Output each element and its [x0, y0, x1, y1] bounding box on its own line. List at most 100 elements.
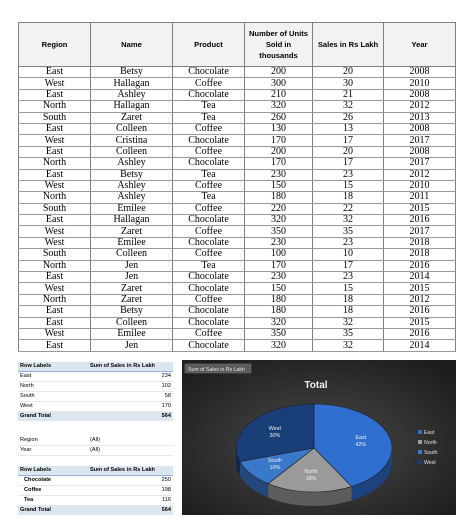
cell-region[interactable]: East [18, 305, 91, 318]
cell-name[interactable]: Hallagan [90, 214, 173, 227]
cell-sales[interactable]: 10 [312, 248, 384, 261]
cell-year[interactable]: 2018 [383, 248, 456, 261]
pivot-region-row-label[interactable]: South [18, 391, 88, 402]
cell-sales[interactable]: 32 [312, 100, 384, 113]
pivot-region-total-value[interactable]: 564 [88, 411, 173, 421]
pie-chart[interactable]: Sum of Sales in Rs Lakh Total East 42% Nor… [182, 360, 456, 515]
cell-units[interactable]: 260 [244, 112, 313, 124]
cell-year[interactable]: 2012 [383, 294, 456, 307]
cell-units[interactable]: 210 [244, 89, 313, 102]
cell-units[interactable]: 320 [244, 100, 313, 113]
cell-product[interactable]: Coffee [172, 294, 245, 307]
cell-sales[interactable]: 18 [312, 191, 384, 204]
cell-region[interactable]: South [18, 248, 91, 261]
cell-name[interactable]: Betsy [90, 305, 173, 318]
header-year[interactable]: Year [383, 22, 456, 67]
cell-sales[interactable]: 23 [312, 271, 384, 284]
filter-row-value[interactable]: (All) [88, 445, 173, 456]
cell-product[interactable]: Chocolate [172, 339, 245, 352]
pivot-product-row-label[interactable]: Coffee [18, 485, 88, 496]
cell-year[interactable]: 2016 [383, 305, 456, 318]
cell-product[interactable]: Chocolate [172, 237, 245, 250]
cell-year[interactable]: 2015 [383, 317, 456, 330]
cell-region[interactable]: West [18, 225, 91, 238]
cell-sales[interactable]: 20 [312, 146, 384, 159]
field-button[interactable] [184, 363, 252, 374]
pie-slice-west[interactable] [235, 403, 315, 462]
cell-sales[interactable]: 13 [312, 123, 384, 136]
cell-name[interactable]: Hallagan [90, 100, 173, 113]
cell-name[interactable]: Emilee [90, 237, 173, 250]
cell-region[interactable]: West [18, 282, 91, 295]
pie-slice-north[interactable] [267, 447, 353, 493]
cell-year[interactable]: 2010 [383, 180, 456, 193]
pivot-product-total-label[interactable]: Grand Total [18, 505, 88, 515]
cell-product[interactable]: Chocolate [172, 134, 245, 147]
cell-year[interactable]: 2008 [383, 66, 456, 79]
pivot-region-row-label[interactable]: West [18, 401, 88, 412]
pivot-product-total-value[interactable]: 564 [88, 505, 173, 515]
cell-sales[interactable]: 23 [312, 237, 384, 250]
pivot-product-row-labels[interactable]: Row Labels [18, 466, 88, 476]
cell-sales[interactable]: 30 [312, 77, 384, 90]
cell-units[interactable]: 300 [244, 77, 313, 90]
cell-sales[interactable]: 23 [312, 169, 384, 181]
filter-row-label[interactable]: Region [18, 436, 88, 446]
pivot-region-row-value[interactable]: 58 [88, 391, 173, 402]
cell-region[interactable]: North [18, 191, 91, 204]
cell-year[interactable]: 2013 [383, 112, 456, 124]
cell-sales[interactable]: 32 [312, 214, 384, 227]
cell-units[interactable]: 230 [244, 169, 313, 181]
cell-sales[interactable]: 15 [312, 180, 384, 193]
cell-product[interactable]: Coffee [172, 328, 245, 341]
cell-region[interactable]: West [18, 328, 91, 341]
cell-product[interactable]: Chocolate [172, 271, 245, 284]
cell-name[interactable]: Ashley [90, 191, 173, 204]
pivot-region-row-value[interactable]: 170 [88, 401, 173, 412]
cell-units[interactable]: 100 [244, 248, 313, 261]
cell-region[interactable]: West [18, 237, 91, 250]
cell-product[interactable]: Coffee [172, 225, 245, 238]
cell-year[interactable]: 2012 [383, 100, 456, 113]
cell-product[interactable]: Coffee [172, 180, 245, 193]
cell-sales[interactable]: 18 [312, 294, 384, 307]
cell-name[interactable]: Ashley [90, 157, 173, 170]
header-sales[interactable]: Sales in Rs Lakh [312, 22, 384, 67]
cell-sales[interactable]: 35 [312, 225, 384, 238]
cell-units[interactable]: 320 [244, 214, 313, 227]
pivot-region-row-labels[interactable]: Row Labels [18, 362, 88, 372]
cell-sales[interactable]: 17 [312, 134, 384, 147]
cell-product[interactable]: Tea [172, 260, 245, 273]
cell-product[interactable]: Chocolate [172, 66, 245, 79]
cell-units[interactable]: 350 [244, 225, 313, 238]
cell-product[interactable]: Chocolate [172, 305, 245, 318]
cell-product[interactable]: Chocolate [172, 157, 245, 170]
cell-region[interactable]: East [18, 146, 91, 159]
cell-name[interactable]: Colleen [90, 248, 173, 261]
header-units[interactable]: Number of Units Sold in thousands [244, 22, 313, 67]
cell-sales[interactable]: 32 [312, 317, 384, 330]
cell-name[interactable]: Jen [90, 339, 173, 352]
cell-product[interactable]: Coffee [172, 77, 245, 90]
cell-product[interactable]: Chocolate [172, 282, 245, 295]
cell-region[interactable]: East [18, 339, 91, 352]
cell-sales[interactable]: 22 [312, 203, 384, 216]
cell-year[interactable]: 2015 [383, 203, 456, 216]
pie-slice-east[interactable] [313, 403, 393, 487]
cell-units[interactable]: 150 [244, 180, 313, 193]
cell-units[interactable]: 150 [244, 282, 313, 295]
pivot-product-row-value[interactable]: 250 [88, 475, 173, 486]
cell-region[interactable]: North [18, 100, 91, 113]
cell-name[interactable]: Ashley [90, 180, 173, 193]
cell-units[interactable]: 230 [244, 271, 313, 284]
cell-region[interactable]: South [18, 112, 91, 124]
filter-row-label[interactable]: Year [18, 445, 88, 456]
cell-units[interactable]: 320 [244, 339, 313, 352]
cell-name[interactable]: Hallagan [90, 77, 173, 90]
filter-row-value[interactable]: (All) [88, 436, 173, 446]
pivot-region-row-value[interactable]: 102 [88, 381, 173, 392]
cell-units[interactable]: 200 [244, 66, 313, 79]
pivot-region-row-value[interactable]: 234 [88, 371, 173, 382]
pivot-product-row-label[interactable]: Tea [18, 495, 88, 506]
cell-name[interactable]: Colleen [90, 123, 173, 136]
